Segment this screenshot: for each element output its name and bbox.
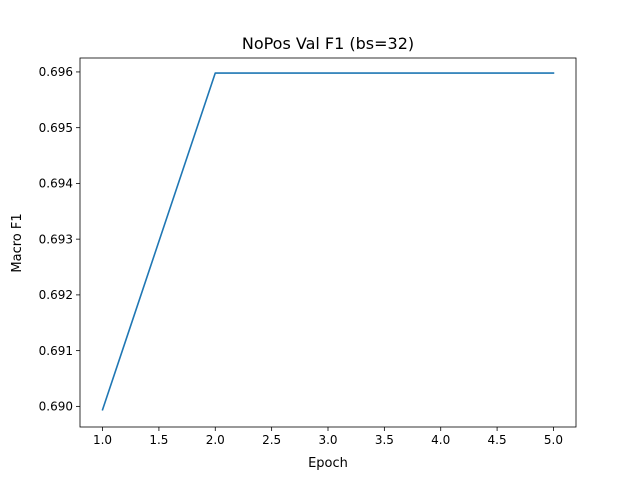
plot-layer bbox=[101, 72, 555, 411]
y-axis-label: Macro F1 bbox=[10, 213, 25, 272]
y-tick-label: 0.695 bbox=[39, 121, 73, 135]
x-tick-label: 1.5 bbox=[149, 433, 168, 447]
x-tick-label: 3.0 bbox=[318, 433, 337, 447]
y-tick-label: 0.690 bbox=[39, 400, 73, 414]
axis-layer: 1.0 1.5 2.0 2.5 3.0 3.5 4.0 4.5 5.0 0.690 0.691 0.6… bbox=[39, 57, 577, 447]
y-tick-label: 0.692 bbox=[39, 288, 73, 302]
x-tick-label: 4.5 bbox=[488, 433, 507, 447]
x-tick-label: 2.5 bbox=[262, 433, 281, 447]
x-tick-label: 5.0 bbox=[544, 433, 563, 447]
y-tick-label: 0.691 bbox=[39, 344, 73, 358]
y-tick-label: 0.694 bbox=[39, 177, 73, 191]
x-axis-label: Epoch bbox=[308, 456, 348, 471]
x-tick-label: 3.5 bbox=[375, 433, 394, 447]
series-line bbox=[101, 72, 555, 411]
chart-title: NoPos Val F1 (bs=32) bbox=[242, 34, 414, 53]
y-tick-label: 0.696 bbox=[39, 65, 73, 79]
x-tick-label: 2.0 bbox=[206, 433, 225, 447]
x-tick-label: 4.0 bbox=[431, 433, 450, 447]
x-tick-label: 1.0 bbox=[93, 433, 112, 447]
y-tick-label: 0.693 bbox=[39, 232, 73, 246]
